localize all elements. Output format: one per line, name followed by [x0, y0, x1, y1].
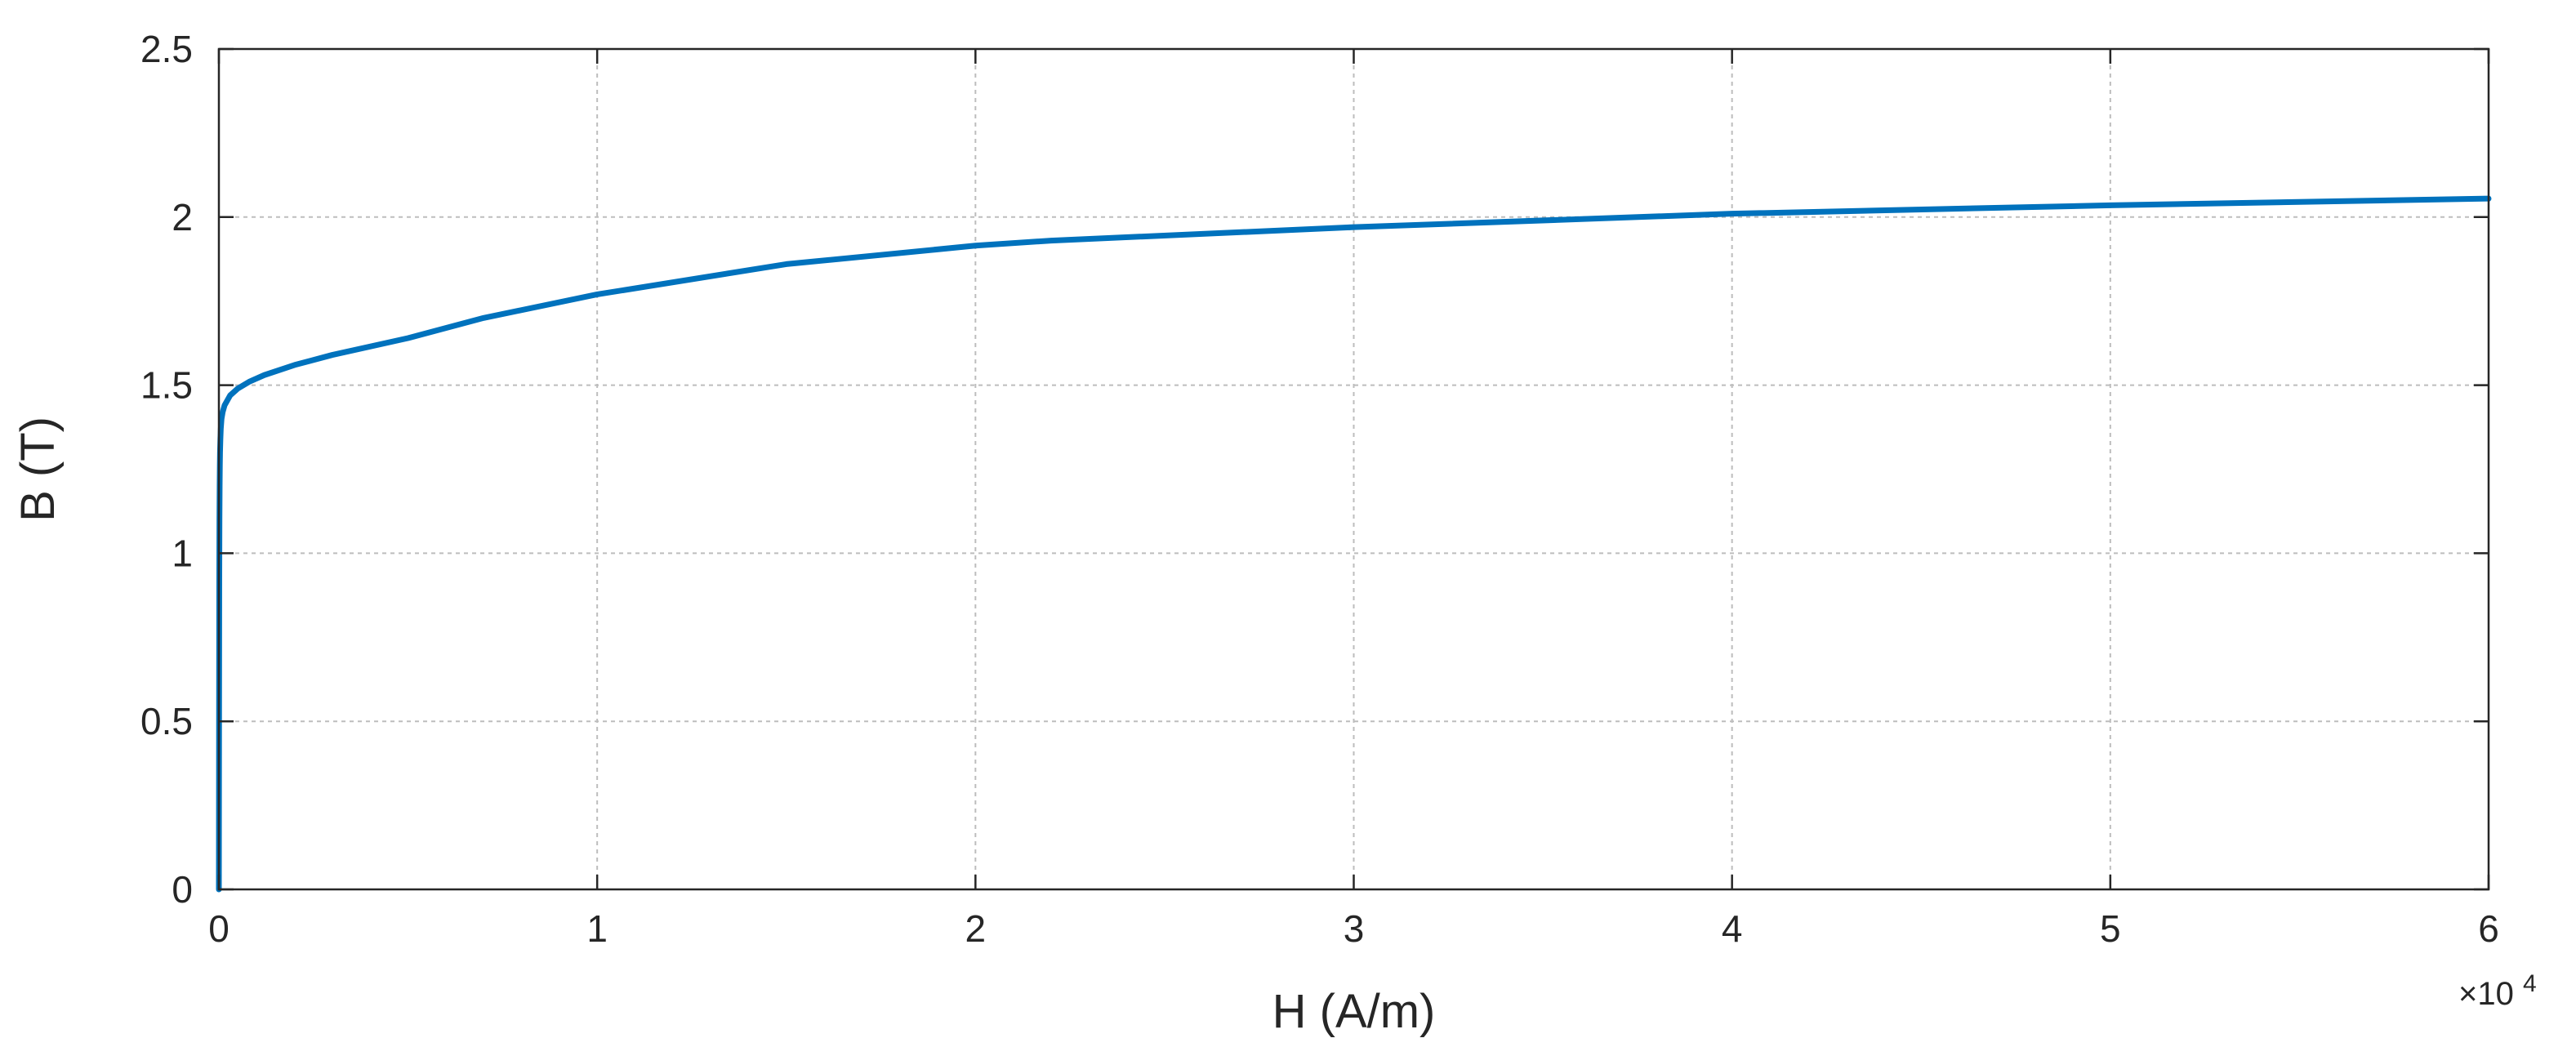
x-axis-exponent-power: 4 [2523, 970, 2537, 997]
y-tick-label: 2 [172, 196, 193, 238]
y-tick-label: 0.5 [140, 700, 193, 742]
x-tick-label: 4 [1722, 907, 1743, 950]
x-tick-label: 5 [2100, 907, 2121, 950]
x-tick-label: 6 [2478, 907, 2499, 950]
grid-layer [219, 49, 2489, 889]
x-tick-label: 2 [965, 907, 987, 950]
tick-label-layer: 0 1 2 3 4 5 6 0 0.5 1 1.5 2 2.5 [140, 28, 2499, 950]
y-tick-label: 0 [172, 868, 193, 911]
x-tick-label: 3 [1344, 907, 1365, 950]
y-tick-label: 2.5 [140, 28, 193, 70]
x-axis-label: H (A/m) [1272, 985, 1436, 1038]
x-axis-exponent-base: ×10 [2458, 976, 2514, 1012]
y-tick-label: 1.5 [140, 364, 193, 407]
x-axis-exponent: ×10 4 [2458, 970, 2537, 1012]
y-axis-label: B (T) [11, 417, 65, 522]
x-tick-label: 1 [586, 907, 608, 950]
y-tick-label: 1 [172, 532, 193, 574]
tick-layer [217, 47, 2490, 891]
x-tick-label: 0 [208, 907, 230, 950]
